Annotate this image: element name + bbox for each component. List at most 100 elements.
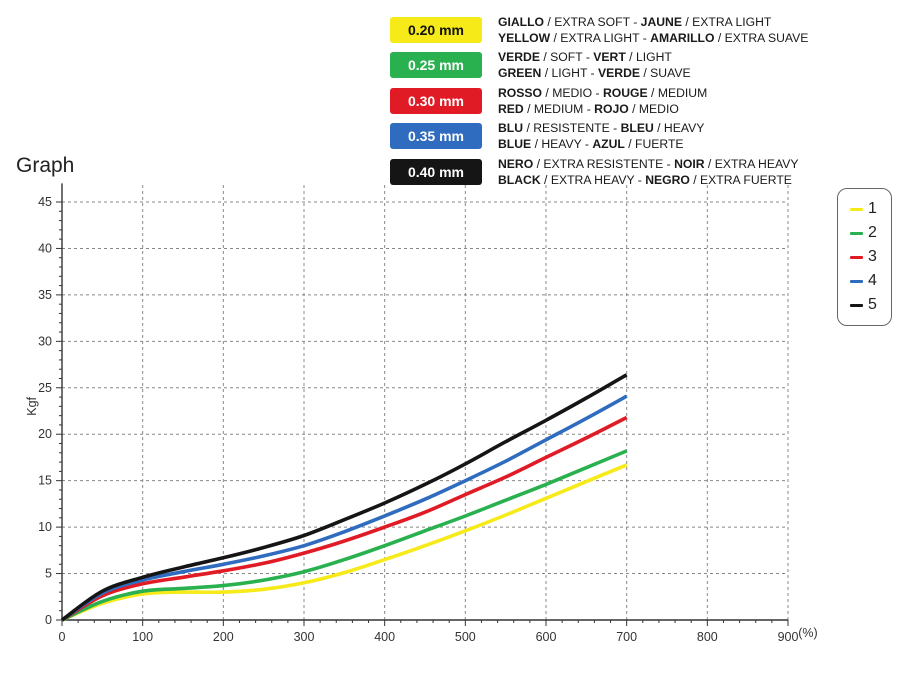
- legend-description: ROSSO / MEDIO - ROUGE / MEDIUM RED / MEDI…: [498, 85, 707, 117]
- legend-term: AMARILLO: [650, 30, 715, 45]
- legend-text: / MEDIUM -: [523, 101, 595, 116]
- legend-description-line: BLUE / HEAVY - AZUL / FUERTE: [498, 136, 704, 152]
- series-legend-swatch: [850, 231, 863, 235]
- thickness-swatch: 0.20 mm: [390, 16, 482, 43]
- x-tick-label: 600: [536, 630, 557, 644]
- legend-text: / MEDIO: [628, 101, 679, 116]
- series-line-1: [61, 463, 628, 622]
- legend-term: JAUNE: [640, 14, 682, 29]
- legend-term: BLACK: [498, 172, 541, 187]
- y-tick-label: 10: [38, 520, 52, 534]
- legend-text: / EXTRA SUAVE: [714, 30, 809, 45]
- x-tick-label: 900: [778, 630, 799, 644]
- series-legend-label: 4: [868, 272, 877, 289]
- series-legend-swatch: [850, 207, 863, 211]
- thickness-legend: 0.20 mm GIALLO / EXTRA SOFT - JAUNE / EXT…: [390, 12, 870, 190]
- legend-text: / LIGHT -: [541, 66, 599, 81]
- legend-description-line: GIALLO / EXTRA SOFT - JAUNE / EXTRA LIGH…: [498, 14, 808, 30]
- legend-text: / SOFT -: [540, 50, 594, 65]
- legend-text: / HEAVY: [653, 121, 705, 136]
- legend-term: VERDE: [498, 50, 540, 65]
- legend-text: / EXTRA FUERTE: [689, 172, 792, 187]
- series-legend-label: 5: [868, 296, 877, 313]
- x-tick-label: 700: [616, 630, 637, 644]
- legend-term: NERO: [498, 156, 534, 171]
- y-tick-label: 5: [45, 567, 52, 581]
- series-legend-swatch: [850, 279, 863, 283]
- y-tick-label: 20: [38, 427, 52, 441]
- legend-term: ROUGE: [602, 85, 648, 100]
- legend-description-line: BLACK / EXTRA HEAVY - NEGRO / EXTRA FUER…: [498, 172, 798, 188]
- grid: [62, 183, 789, 620]
- legend-term: ROJO: [594, 101, 629, 116]
- y-tick-label: 40: [38, 241, 52, 255]
- series-lines: [60, 373, 628, 622]
- legend-term: NOIR: [674, 156, 705, 171]
- thickness-swatch: 0.25 mm: [390, 52, 482, 79]
- legend-term: BLUE: [498, 137, 532, 152]
- series-legend-item: 2: [838, 221, 891, 245]
- legend-term: BLEU: [620, 121, 654, 136]
- legend-text: / EXTRA RESISTENTE -: [533, 156, 675, 171]
- x-tick-label: 300: [294, 630, 315, 644]
- legend-text: / FUERTE: [624, 137, 684, 152]
- y-tick-label: 0: [45, 613, 52, 627]
- series-legend-item: 5: [838, 293, 891, 317]
- y-axis-label: Kgf: [25, 396, 39, 415]
- legend-text: / EXTRA HEAVY: [704, 156, 799, 171]
- y-tick-label: 15: [38, 474, 52, 488]
- y-tick-label: 25: [38, 381, 52, 395]
- legend-description: VERDE / SOFT - VERT / LIGHT GREEN / LIGHT…: [498, 49, 691, 81]
- legend-text: / MEDIUM: [647, 85, 708, 100]
- legend-text: / SUAVE: [640, 66, 691, 81]
- legend-text: / EXTRA LIGHT -: [550, 30, 651, 45]
- axes: 0 5 10 15 20 25 30 35 40 45 0 100 200 300 400 500 600 700…: [25, 183, 818, 644]
- y-tick-label: 30: [38, 334, 52, 348]
- legend-term: VERDE: [598, 66, 641, 81]
- legend-term: NEGRO: [645, 172, 690, 187]
- y-tick-label: 45: [38, 195, 52, 209]
- thickness-swatch: 0.30 mm: [390, 87, 482, 114]
- legend-text: / MEDIO -: [542, 85, 603, 100]
- legend-text: / RESISTENTE -: [523, 121, 621, 136]
- legend-term: GIALLO: [498, 14, 545, 29]
- legend-text: / EXTRA LIGHT: [681, 14, 772, 29]
- x-tick-label: 200: [213, 630, 234, 644]
- series-legend-label: 3: [868, 248, 877, 265]
- legend-row: 0.25 mm VERDE / SOFT - VERT / LIGHT GREEN …: [390, 48, 870, 84]
- legend-description-line: GREEN / LIGHT - VERDE / SUAVE: [498, 65, 691, 81]
- legend-text: / EXTRA HEAVY -: [540, 172, 646, 187]
- legend-description-line: RED / MEDIUM - ROJO / MEDIO: [498, 101, 707, 117]
- legend-row: 0.35 mm BLU / RESISTENTE - BLEU / HEAVY BL…: [390, 119, 870, 155]
- legend-description-line: BLU / RESISTENTE - BLEU / HEAVY: [498, 120, 704, 136]
- series-legend-swatch: [850, 255, 863, 259]
- legend-term: GREEN: [498, 66, 542, 81]
- series-legend: 1 2 3 4 5: [837, 188, 892, 326]
- thickness-swatch: 0.40 mm: [390, 158, 482, 185]
- y-tick-label: 35: [38, 288, 52, 302]
- series-legend-item: 3: [838, 245, 891, 269]
- legend-term: VERT: [593, 50, 626, 65]
- legend-description-line: ROSSO / MEDIO - ROUGE / MEDIUM: [498, 85, 707, 101]
- legend-row: 0.30 mm ROSSO / MEDIO - ROUGE / MEDIUM RED…: [390, 83, 870, 119]
- series-legend-item: 4: [838, 269, 891, 293]
- x-axis-label: (%): [798, 626, 817, 640]
- legend-term: ROSSO: [498, 85, 543, 100]
- series-line-5: [60, 373, 628, 622]
- series-legend-swatch: [850, 303, 863, 307]
- series-legend-label: 2: [868, 224, 877, 241]
- legend-description-line: NERO / EXTRA RESISTENTE - NOIR / EXTRA H…: [498, 156, 798, 172]
- series-line-4: [60, 394, 628, 622]
- legend-term: RED: [498, 101, 524, 116]
- legend-term: AZUL: [592, 137, 625, 152]
- x-tick-label: 800: [697, 630, 718, 644]
- legend-text: / HEAVY -: [531, 137, 593, 152]
- x-tick-label: 500: [455, 630, 476, 644]
- legend-text: / EXTRA SOFT -: [544, 14, 641, 29]
- x-tick-label: 100: [132, 630, 153, 644]
- legend-description: GIALLO / EXTRA SOFT - JAUNE / EXTRA LIGH…: [498, 14, 808, 46]
- x-tick-label: 0: [59, 630, 66, 644]
- legend-row: 0.20 mm GIALLO / EXTRA SOFT - JAUNE / EXT…: [390, 12, 870, 48]
- legend-description: BLU / RESISTENTE - BLEU / HEAVY BLUE / HE…: [498, 120, 704, 152]
